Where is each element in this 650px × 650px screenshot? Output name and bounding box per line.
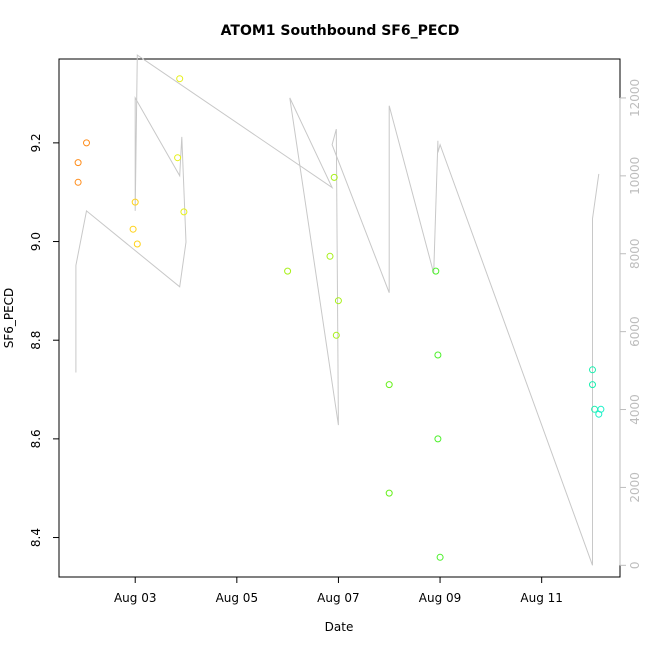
y2-tick-label: 6000 bbox=[628, 316, 642, 347]
data-point bbox=[174, 154, 182, 162]
data-point bbox=[597, 405, 605, 413]
data-point bbox=[131, 198, 139, 206]
y-tick-label: 9.2 bbox=[29, 133, 43, 152]
data-point bbox=[326, 252, 334, 260]
x-axis: Aug 03 Aug 05 Aug 07 Aug 09 Aug 11 bbox=[114, 576, 563, 605]
data-point bbox=[334, 297, 342, 305]
y-tick-label: 8.4 bbox=[29, 528, 43, 547]
y2-tick-label: 0 bbox=[628, 561, 642, 569]
scatter-points bbox=[74, 75, 605, 561]
data-point bbox=[284, 267, 292, 275]
x-tick-label: Aug 07 bbox=[317, 591, 360, 605]
data-point bbox=[385, 381, 393, 389]
y-axis-label: SF6_PECD bbox=[2, 288, 16, 349]
y-axis-left: 8.4 8.6 8.8 9.0 9.2 bbox=[29, 133, 60, 547]
data-point bbox=[74, 178, 82, 186]
y2-tick-label: 4000 bbox=[628, 394, 642, 425]
data-point bbox=[432, 267, 440, 275]
x-axis-label: Date bbox=[325, 620, 354, 634]
data-point bbox=[133, 240, 141, 248]
right-axis-line-series bbox=[75, 54, 600, 566]
y-axis-right: 0 2000 4000 6000 8000 10000 12000 bbox=[619, 79, 642, 569]
x-tick-label: Aug 03 bbox=[114, 591, 157, 605]
series-line bbox=[75, 54, 600, 566]
x-tick-label: Aug 09 bbox=[419, 591, 462, 605]
data-point bbox=[330, 173, 338, 181]
data-point bbox=[589, 366, 596, 374]
data-point bbox=[434, 435, 442, 443]
data-point bbox=[74, 159, 82, 167]
y2-tick-label: 8000 bbox=[628, 238, 642, 269]
chart-title: ATOM1 Southbound SF6_PECD bbox=[221, 23, 460, 39]
y2-tick-label: 12000 bbox=[628, 79, 642, 117]
data-point bbox=[332, 331, 340, 339]
data-point bbox=[434, 351, 442, 359]
x-tick-label: Aug 11 bbox=[520, 591, 563, 605]
y-tick-label: 9.0 bbox=[29, 232, 43, 251]
plot-frame bbox=[58, 58, 621, 578]
data-point bbox=[83, 139, 90, 147]
data-point bbox=[589, 381, 596, 389]
y2-tick-label: 2000 bbox=[628, 472, 642, 503]
data-point bbox=[180, 208, 188, 216]
y-tick-label: 8.8 bbox=[29, 331, 43, 350]
y2-tick-label: 10000 bbox=[628, 157, 642, 195]
data-point bbox=[129, 225, 137, 233]
data-point bbox=[176, 75, 184, 83]
data-point bbox=[385, 489, 393, 497]
data-point bbox=[436, 553, 444, 561]
x-tick-label: Aug 05 bbox=[216, 591, 259, 605]
y-tick-label: 8.6 bbox=[29, 429, 43, 448]
